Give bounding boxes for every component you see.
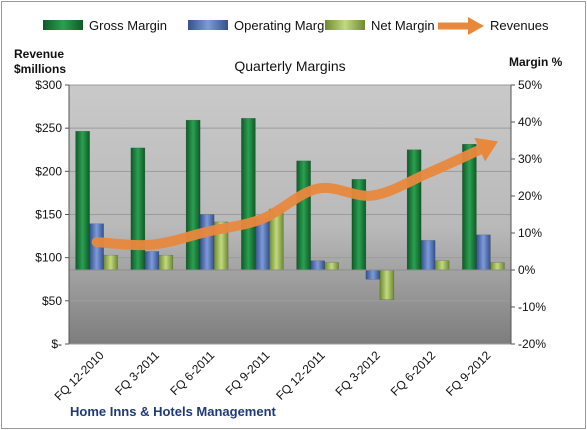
x-tick-label: FQ 6-2012 [388, 348, 439, 399]
legend-swatch-gross-margin [43, 20, 83, 30]
x-tick-label: FQ 12-2011 [273, 348, 328, 403]
left-tick-label: $50 [42, 294, 62, 308]
right-tick-label: 20% [518, 189, 542, 203]
right-tick-label: 0% [518, 263, 536, 277]
legend-label-operating-margin: Operating Margin [234, 18, 334, 33]
right-tick-label: 40% [518, 115, 542, 129]
legend-item-operating-margin: Operating Margin [188, 18, 334, 33]
legend-item-revenues: Revenues [438, 17, 549, 35]
legend-item-gross-margin: Gross Margin [43, 18, 167, 33]
chart-title: Quarterly Margins [234, 58, 345, 74]
legend: Gross Margin Operating Margin Net Margin… [43, 17, 549, 35]
left-tick-label: $300 [35, 78, 62, 92]
legend-label-revenues: Revenues [490, 18, 549, 33]
x-tick-label: FQ 9-2011 [223, 348, 273, 398]
right-tick-label: 30% [518, 152, 542, 166]
left-tick-label: $- [51, 337, 62, 351]
left-tick-label: $200 [35, 164, 62, 178]
bar-operating-margin [365, 269, 381, 280]
bar-net-margin [103, 254, 118, 271]
legend-label-net-margin: Net Margin [371, 18, 435, 33]
x-tick-label: FQ 3-2012 [333, 348, 384, 399]
x-tick-label: FQ 9-2012 [443, 348, 494, 399]
x-axis-ticks: FQ 12-2010 FQ 3-2011 FQ 6-2011 FQ 9-2011 FQ … [52, 348, 494, 403]
bar-operating-margin [144, 251, 160, 271]
bar-gross-margin [462, 143, 477, 271]
bar-net-margin [158, 254, 174, 271]
right-tick-label: -20% [518, 337, 546, 351]
bar-gross-margin [296, 160, 311, 271]
right-tick-label: -10% [518, 300, 546, 314]
bar-gross-margin [406, 149, 422, 271]
left-tick-label: $250 [35, 121, 62, 135]
bar-net-margin [434, 260, 450, 271]
bar-operating-margin [420, 240, 436, 271]
bar-net-margin [324, 262, 339, 271]
bar-operating-margin [310, 260, 325, 271]
left-tick-label: $150 [35, 208, 62, 222]
bar-operating-margin [255, 217, 270, 271]
bar-gross-margin [75, 131, 90, 271]
bar-gross-margin [185, 119, 201, 271]
left-axis-ticks: $- $50 $100 $150 $200 $250 $300 [35, 78, 69, 351]
legend-swatch-operating-margin [188, 20, 228, 30]
left-tick-label: $100 [35, 251, 62, 265]
revenue-series-line [91, 143, 489, 251]
bar-gross-margin [241, 118, 256, 271]
legend-label-gross-margin: Gross Margin [89, 18, 167, 33]
revenue-arrowhead [474, 137, 498, 162]
company-label: Home Inns & Hotels Management [70, 404, 277, 419]
legend-swatch-net-margin [325, 20, 365, 30]
right-tick-label: 10% [518, 226, 542, 240]
legend-item-net-margin: Net Margin [325, 18, 435, 33]
bar-net-margin [379, 269, 395, 300]
bar-operating-margin [476, 234, 491, 271]
bar-net-margin [490, 262, 505, 271]
x-tick-label: FQ 3-2011 [112, 348, 162, 398]
x-tick-label: FQ 6-2011 [167, 348, 217, 398]
right-tick-label: 50% [518, 78, 542, 92]
left-axis-title-line1: Revenue [14, 47, 64, 61]
legend-arrowhead-revenues [468, 17, 484, 35]
bar-gross-margin [130, 147, 146, 271]
left-axis-title-line2: $millions [14, 62, 66, 76]
x-tick-label: FQ 12-2010 [52, 348, 107, 403]
bar-operating-margin [199, 214, 215, 271]
right-axis-ticks: -20% -10% 0% 10% 20% 30% 40% 50% [511, 78, 546, 351]
right-axis-title: Margin % [509, 55, 563, 69]
revenue-line [91, 137, 498, 251]
